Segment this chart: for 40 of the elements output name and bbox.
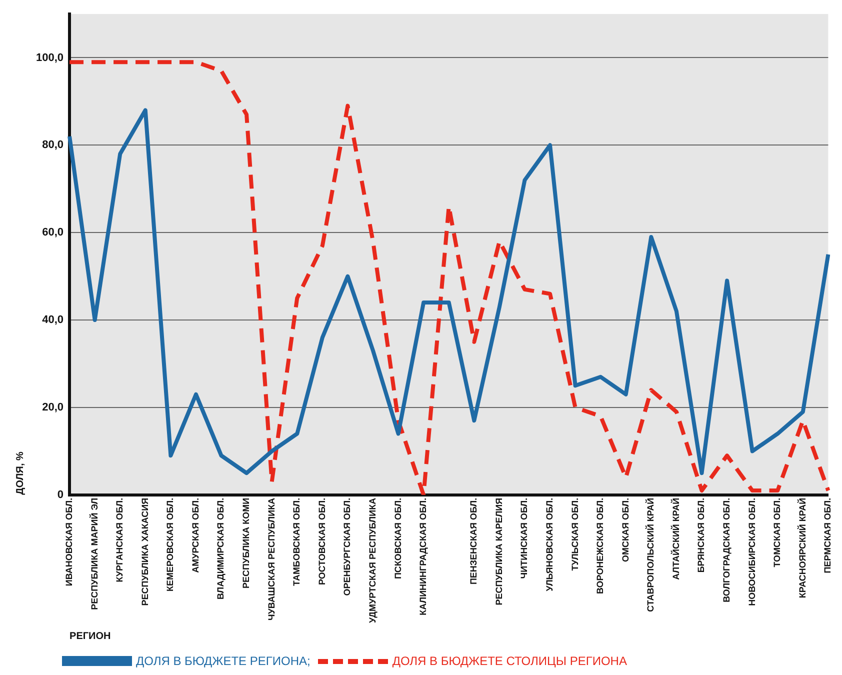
x-tick-label: КАЛИНИНГРАДСКАЯ ОБЛ. — [418, 498, 428, 616]
x-tick-label: ОРЕНБУРГСКАЯ ОБЛ. — [342, 498, 352, 596]
x-tick-label: ОМСКАЯ ОБЛ. — [620, 498, 630, 562]
y-tick-label: 60,0 — [42, 226, 64, 239]
x-tick-label: РЕСПУБЛИКА КАРЕЛИЯ — [494, 498, 504, 606]
x-tick-label: БРЯНСКАЯ ОБЛ. — [696, 498, 706, 573]
x-tick-label: ИВАНОВСКАЯ ОБЛ. — [64, 498, 74, 586]
x-tick-label: ЧИТИНСКАЯ ОБЛ. — [519, 498, 530, 579]
text: ДОЛЯ В БЮДЖЕТЕ СТОЛИЦЫ РЕГИОНА — [392, 654, 627, 668]
x-tick-label: ВОРОНЕЖСКАЯ ОБЛ. — [595, 498, 606, 594]
x-tick-label: ТАМБОВСКАЯ ОБЛ. — [292, 498, 302, 586]
x-tick-label: РЕСПУБЛИКА ХАКАСИЯ — [140, 498, 150, 606]
text: ДОЛЯ В БЮДЖЕТЕ РЕГИОНА; — [136, 654, 310, 668]
y-tick-label: 0 — [57, 488, 64, 501]
x-tick-label: АЛТАЙСКИЙ КРАЙ — [670, 498, 681, 580]
x-tick-label: УДМУРТСКАЯ РЕСПУБЛИКА — [367, 497, 378, 624]
x-tick-label: УЛЬЯНОВСКАЯ ОБЛ. — [544, 498, 555, 592]
y-tick-label: 40,0 — [42, 314, 64, 326]
x-tick-label: ПЕРМСКАЯ ОБЛ. — [822, 498, 833, 574]
x-tick-label: СТАВРОПОЛЬСКИЙ КРАЙ — [644, 498, 656, 612]
x-tick-label: ТУЛЬСКАЯ ОБЛ. — [570, 498, 580, 571]
x-tick-label: ПЕНЗЕНСКАЯ ОБЛ. — [468, 498, 479, 585]
x-tick-label: РОСТОВСКАЯ ОБЛ. — [316, 498, 327, 586]
x-axis-title: РЕГИОН — [70, 630, 111, 642]
x-tick-label: ПСКОВСКАЯ ОБЛ. — [392, 498, 403, 580]
x-tick-label: КЕМЕРОВСКАЯ ОБЛ. — [165, 498, 176, 592]
y-axis-title: ДОЛЯ, % — [14, 452, 26, 495]
y-tick-label: 80,0 — [42, 139, 64, 152]
y-tick-label: 100,0 — [36, 52, 64, 64]
y-tick-label: 20,0 — [42, 402, 64, 414]
x-tick-label: ЧУВАШСКАЯ РЕСПУБЛИКА — [266, 497, 276, 620]
x-tick-label: КРАСНОЯРСКИЙ КРАЙ — [796, 498, 808, 598]
x-tick-label: АМУРСКАЯ ОБЛ. — [190, 498, 200, 573]
x-tick-label: РЕСПУБЛИКА МАРИЙ ЭЛ — [88, 498, 100, 610]
x-tick-label: ТОМСКАЯ ОБЛ. — [772, 498, 782, 568]
x-tick-label: ВЛАДИМИРСКАЯ ОБЛ. — [216, 498, 226, 600]
x-tick-label: ВОЛГОГРАДСКАЯ ОБЛ. — [722, 498, 732, 602]
x-tick-label: РЕСПУБЛИКА КОМИ — [241, 498, 252, 588]
x-tick-label: КУРГАНСКАЯ ОБЛ. — [114, 498, 125, 582]
x-tick-label: НОВОСИБИРСКАЯ ОБЛ. — [746, 498, 757, 606]
